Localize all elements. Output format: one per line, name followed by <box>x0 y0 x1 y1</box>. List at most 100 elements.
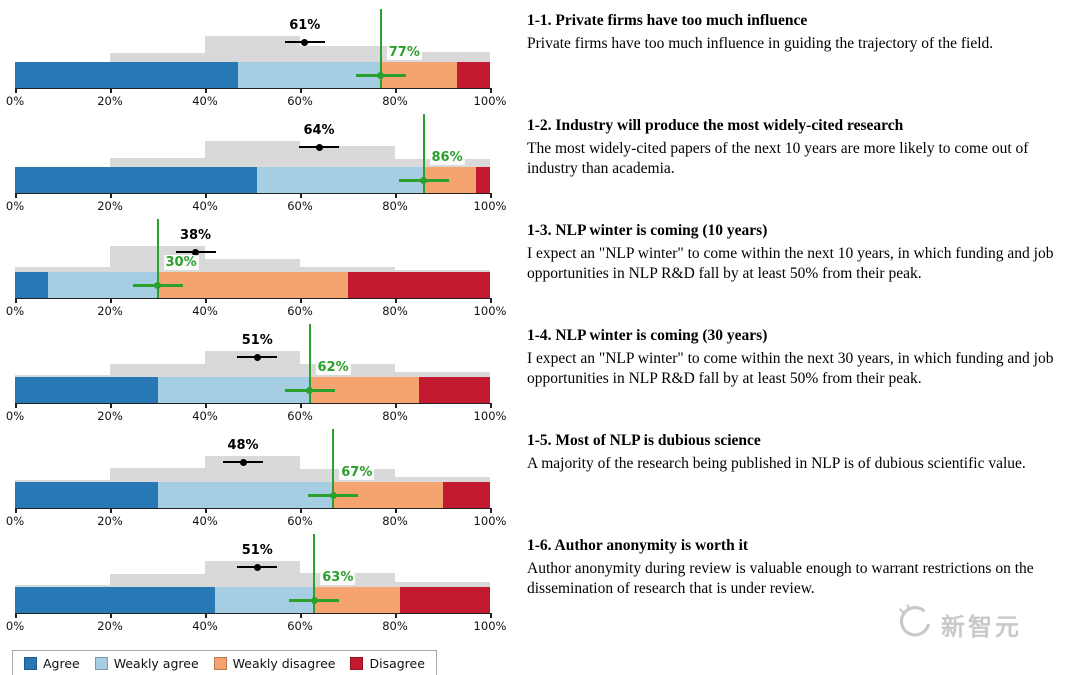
chart-area: 51% 63% 0% 20% 40% 60% 80% 100% <box>0 531 506 636</box>
legend-label: Disagree <box>369 656 425 671</box>
axis-tick <box>300 403 302 408</box>
axis-tick-label: 100% <box>473 514 507 528</box>
axis-tick <box>15 403 17 408</box>
bar-segment-agree <box>15 377 158 403</box>
actual-dot <box>154 281 161 289</box>
axis-tick-label: 60% <box>287 199 313 213</box>
histogram-bin <box>205 351 300 377</box>
histogram-bin <box>300 46 395 62</box>
axis-tick <box>205 613 207 618</box>
axis-tick <box>15 88 17 93</box>
axis-tick <box>395 613 397 618</box>
axis-tick <box>395 88 397 93</box>
bar-segment-disagree <box>418 377 490 403</box>
survey-row: 48% 67% 0% 20% 40% 60% 80% 100% 1-5. Most of … <box>0 426 1080 531</box>
question-text-block: 1-4. NLP winter is coming (30 years) I e… <box>527 321 1075 426</box>
histogram-bin <box>205 141 300 167</box>
bar-segment-weakly-agree <box>157 377 310 403</box>
bar-segment-agree <box>15 272 49 298</box>
axis-tick-label: 20% <box>97 514 123 528</box>
legend-swatch <box>94 657 108 670</box>
question-description: The most widely-cited papers of the next… <box>527 140 1029 178</box>
predicted-percentage-label: 64% <box>300 123 338 138</box>
survey-row: 64% 86% 0% 20% 40% 60% 80% 100% 1-2. Industry… <box>0 111 1080 216</box>
histogram-bin <box>205 456 300 482</box>
histogram-bin <box>110 53 205 62</box>
actual-percentage-label: 77% <box>386 45 422 60</box>
bar-segment-agree <box>15 587 215 613</box>
axis-tick-label: 0% <box>5 94 25 108</box>
question-description: Private firms have too much influence in… <box>527 35 994 52</box>
predicted-dot <box>253 563 261 571</box>
axis-tick-label: 20% <box>97 94 123 108</box>
bar-segment-disagree <box>456 62 490 88</box>
survey-row: 38% 30% 0% 20% 40% 60% 80% 100% 1-3. NLP wint… <box>0 216 1080 321</box>
axis-tick-label: 80% <box>382 514 408 528</box>
plot-area: 48% 67% <box>15 429 490 508</box>
actual-percentage-label: 67% <box>339 465 375 480</box>
question-title: 1-2. Industry will produce the most wide… <box>527 117 904 134</box>
axis-tick-label: 100% <box>473 304 507 318</box>
axis-tick <box>205 193 207 198</box>
axis-tick <box>205 508 207 513</box>
axis-tick-label: 100% <box>473 94 507 108</box>
axis-tick-label: 80% <box>382 304 408 318</box>
histogram-bin <box>15 480 110 482</box>
axis-tick <box>395 193 397 198</box>
survey-row: 51% 63% 0% 20% 40% 60% 80% 100% 1-6. Author a… <box>0 531 1080 636</box>
actual-agreement-line <box>308 324 311 403</box>
question-description: I expect an "NLP winter" to come within … <box>527 350 1054 388</box>
axis-line <box>15 508 491 509</box>
bar-segment-disagree <box>399 587 490 613</box>
axis-tick-label: 60% <box>287 304 313 318</box>
axis-tick <box>300 613 302 618</box>
predicted-percentage-label: 51% <box>238 333 276 348</box>
axis-line <box>15 613 491 614</box>
actual-agreement-line <box>422 114 425 193</box>
actual-percentage-label: 86% <box>429 150 465 165</box>
bar-segment-disagree <box>475 167 490 193</box>
bar-segment-agree <box>15 62 239 88</box>
histogram-bin <box>395 372 490 377</box>
histogram-bin <box>300 146 395 167</box>
axis-tick-label: 40% <box>192 409 218 423</box>
axis-tick-label: 40% <box>192 199 218 213</box>
question-title: 1-5. Most of NLP is dubious science <box>527 432 761 449</box>
actual-dot <box>306 386 313 394</box>
histogram-bin <box>395 52 490 62</box>
actual-percentage-label: 30% <box>163 255 199 270</box>
predicted-percentage-label: 48% <box>224 438 262 453</box>
axis-tick-label: 60% <box>287 94 313 108</box>
legend-swatch <box>213 657 227 670</box>
actual-percentage-label: 63% <box>320 570 356 585</box>
axis-tick-label: 20% <box>97 199 123 213</box>
axis-tick-label: 20% <box>97 409 123 423</box>
plot-area: 51% 63% <box>15 534 490 613</box>
axis-tick <box>490 613 492 618</box>
survey-row: 61% 77% 0% 20% 40% 60% 80% 100% 1-1. Private … <box>0 6 1080 111</box>
predicted-dot <box>239 458 247 466</box>
plot-area: 61% 77% <box>15 9 490 88</box>
chart-area: 38% 30% 0% 20% 40% 60% 80% 100% <box>0 216 507 321</box>
question-title: 1-6. Author anonymity is worth it <box>527 537 749 554</box>
axis-tick <box>300 193 302 198</box>
actual-dot <box>377 71 385 79</box>
actual-agreement-line <box>379 9 382 88</box>
axis-tick <box>110 88 112 93</box>
histogram-bin <box>205 561 300 587</box>
bar-segment-disagree <box>442 482 490 508</box>
question-text-block: 1-2. Industry will produce the most wide… <box>527 111 1075 216</box>
axis-tick <box>490 298 492 303</box>
axis-tick <box>110 298 112 303</box>
axis-tick-label: 80% <box>382 94 408 108</box>
predicted-percentage-label: 51% <box>238 543 276 558</box>
plot-area: 64% 86% <box>15 114 490 193</box>
axis-tick <box>395 508 397 513</box>
axis-tick-label: 60% <box>287 514 313 528</box>
predicted-percentage-label: 38% <box>176 228 215 243</box>
histogram-bin <box>205 36 300 62</box>
chart-area: 51% 62% 0% 20% 40% 60% 80% 100% <box>0 321 506 426</box>
axis-tick-label: 0% <box>5 619 25 633</box>
bar-segment-disagree <box>347 272 490 298</box>
